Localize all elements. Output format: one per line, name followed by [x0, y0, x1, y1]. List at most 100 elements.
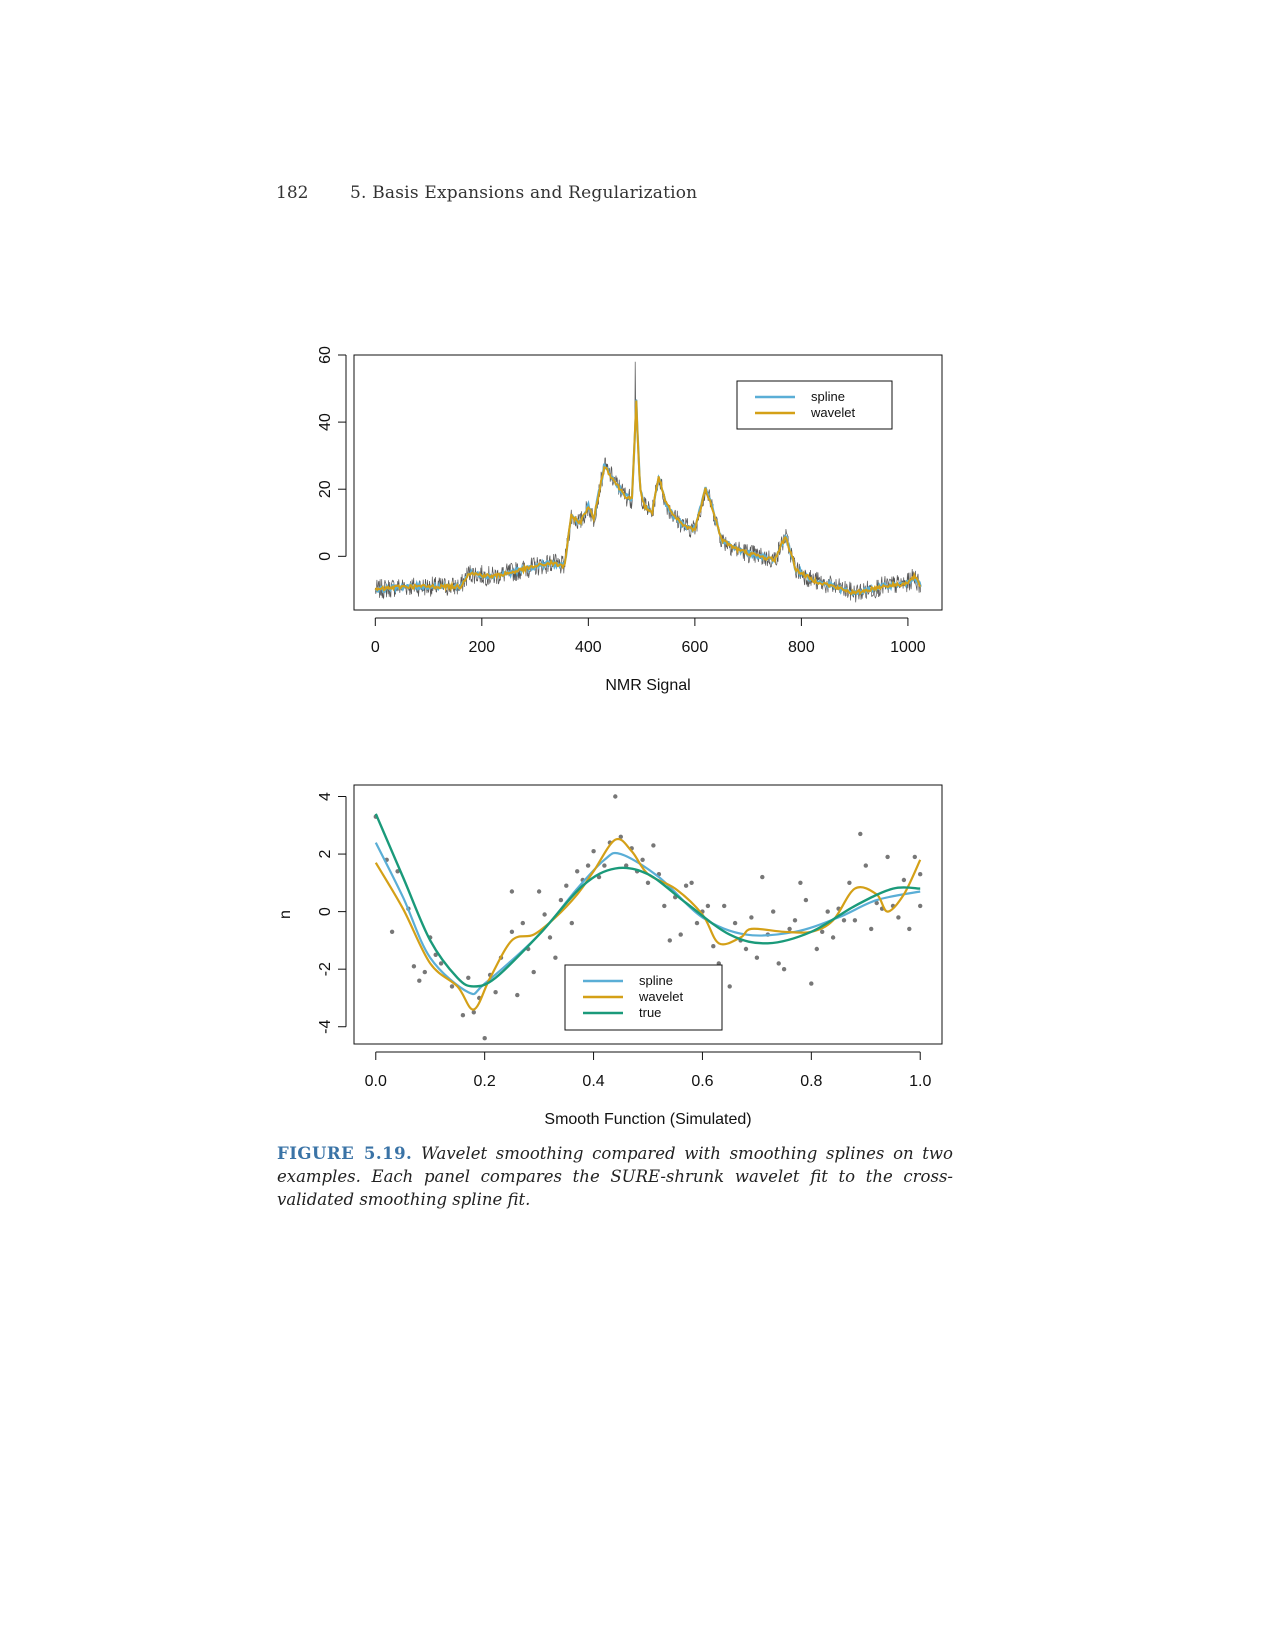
data-point — [760, 874, 765, 880]
data-point — [918, 903, 923, 909]
nmr-y-tick-label: 20 — [317, 480, 334, 498]
nmr-wavelet-line — [374, 400, 922, 596]
data-point — [618, 834, 623, 839]
data-point — [781, 967, 787, 972]
smooth-y-tick-label: 2 — [317, 850, 334, 859]
data-point — [678, 932, 683, 937]
nmr-x-tick-label: 600 — [682, 639, 709, 656]
data-point — [547, 935, 553, 940]
data-point — [907, 926, 912, 932]
smooth-data-points — [373, 794, 923, 1041]
smooth-function-chart: 0.0 0.2 0.4 0.6 0.8 1.0 -4 -2 0 2 4 Smooth Function… — [277, 784, 943, 1128]
data-point — [613, 794, 618, 799]
data-point — [749, 915, 754, 920]
data-point — [820, 929, 825, 934]
data-point — [389, 929, 395, 934]
data-point — [830, 935, 836, 940]
data-point — [536, 889, 542, 894]
nmr-y-tick-label: 60 — [317, 346, 334, 364]
data-point — [575, 869, 580, 874]
data-point — [776, 961, 781, 966]
smooth-x-tick-label: 0.8 — [800, 1073, 822, 1090]
smooth-legend-label-wavelet: wavelet — [638, 989, 683, 1004]
smooth-x-axis: 0.0 0.2 0.4 0.6 0.8 1.0 — [365, 1051, 931, 1090]
data-point — [863, 863, 868, 868]
data-point — [542, 912, 547, 917]
nmr-legend-label-spline: spline — [811, 389, 845, 404]
data-point — [683, 883, 689, 888]
data-point — [743, 946, 749, 952]
running-head: 5. Basis Expansions and Regularization — [350, 183, 698, 203]
data-point — [417, 978, 422, 983]
smooth-x-tick-label: 0.0 — [365, 1073, 387, 1090]
data-point — [869, 926, 874, 932]
smooth-y-tick-label: -4 — [317, 1020, 334, 1034]
smooth-y-axis-title: n — [277, 910, 294, 919]
smooth-y-tick-label: 0 — [317, 907, 334, 916]
smooth-x-axis-title: Smooth Function (Simulated) — [544, 1111, 751, 1128]
smooth-plot-frame — [353, 784, 943, 1045]
data-point — [667, 938, 672, 943]
data-point — [449, 984, 455, 989]
data-point — [771, 909, 776, 914]
data-point — [411, 964, 417, 969]
smooth-legend-label-true: true — [639, 1005, 661, 1020]
data-point — [852, 918, 858, 923]
nmr-x-tick-label: 800 — [788, 639, 815, 656]
smooth-y-tick-label: -2 — [317, 962, 334, 976]
data-point — [754, 955, 760, 960]
smooth-true-line — [374, 813, 921, 988]
data-point — [553, 955, 558, 960]
data-point — [896, 915, 901, 920]
data-point — [727, 984, 732, 989]
nmr-x-tick-label: 0 — [371, 639, 380, 656]
data-point — [466, 975, 471, 980]
nmr-plot-frame — [353, 354, 943, 611]
data-point — [825, 909, 830, 914]
data-point — [689, 880, 694, 885]
nmr-y-axis: 0 20 40 60 — [317, 346, 347, 561]
nmr-y-tick-label: 0 — [317, 552, 334, 561]
nmr-y-tick-label: 40 — [317, 413, 334, 431]
data-point — [858, 831, 863, 837]
smooth-x-tick-label: 1.0 — [909, 1073, 931, 1090]
data-point — [918, 872, 923, 877]
data-point — [787, 926, 792, 932]
data-point — [564, 883, 569, 888]
data-point — [705, 903, 711, 909]
data-point — [798, 880, 803, 885]
data-point — [591, 849, 596, 854]
data-point — [874, 900, 879, 906]
data-point — [509, 929, 515, 934]
page-number: 182 — [276, 183, 309, 203]
nmr-x-tick-label: 400 — [575, 639, 602, 656]
data-point — [482, 1036, 487, 1041]
data-point — [585, 863, 591, 868]
data-point — [814, 946, 819, 952]
data-point — [515, 992, 520, 998]
data-point — [422, 969, 427, 975]
smooth-y-tick-label: 4 — [317, 792, 334, 801]
data-point — [520, 920, 525, 926]
data-point — [531, 969, 536, 975]
nmr-x-tick-label: 200 — [468, 639, 495, 656]
data-point — [792, 918, 798, 923]
data-point — [901, 877, 907, 883]
data-point — [438, 961, 444, 966]
data-point — [558, 897, 564, 903]
data-point — [912, 854, 917, 860]
data-point — [645, 880, 651, 885]
smooth-x-tick-label: 0.6 — [691, 1073, 713, 1090]
data-point — [569, 920, 574, 926]
smooth-y-axis: -4 -2 0 2 4 — [317, 792, 347, 1034]
figure-caption: FIGURE 5.19. Wavelet smoothing compared … — [277, 1142, 953, 1211]
data-point — [809, 981, 814, 986]
data-point — [841, 918, 847, 923]
smooth-spline-line — [374, 842, 921, 996]
nmr-x-axis-title: NMR Signal — [605, 677, 690, 694]
nmr-legend-label-wavelet: wavelet — [810, 405, 855, 420]
data-point — [602, 863, 607, 868]
data-point — [395, 869, 400, 874]
